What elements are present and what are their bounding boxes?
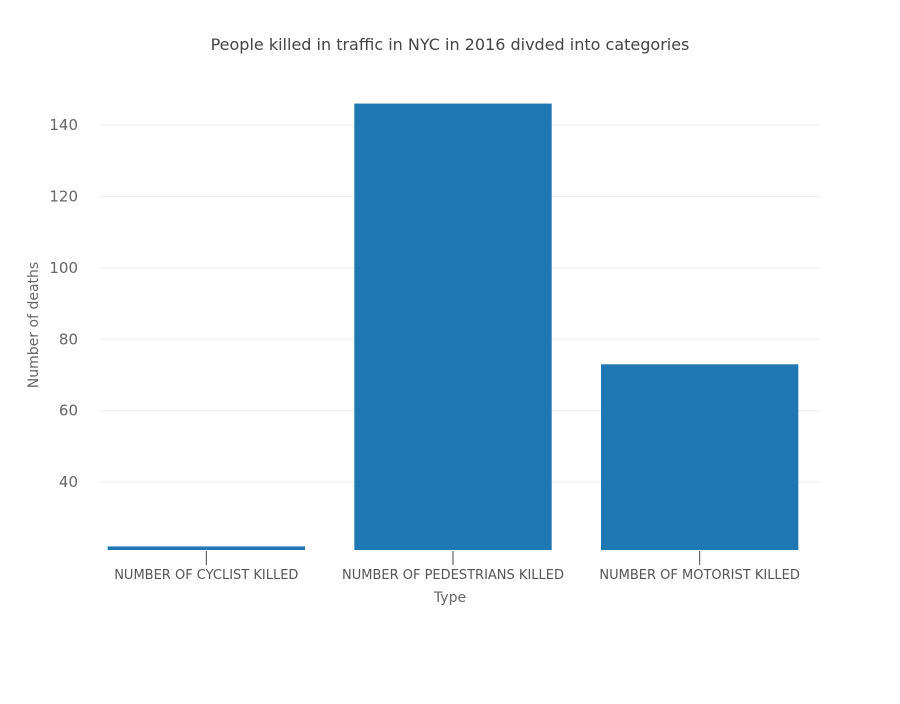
y-tick-label: 60 (59, 402, 78, 420)
bar-1 (107, 546, 306, 550)
y-tick-label: 140 (49, 116, 78, 134)
x-category-label: NUMBER OF PEDESTRIANS KILLED (342, 568, 564, 583)
bar-3 (601, 364, 799, 550)
x-category-label: NUMBER OF CYCLIST KILLED (114, 568, 298, 583)
y-axis-title: Number of deaths (26, 262, 42, 388)
x-axis-ticks: NUMBER OF CYCLIST KILLED NUMBER OF PEDEST… (114, 551, 800, 583)
x-axis-title: Type (433, 590, 466, 606)
y-tick-label: 100 (49, 259, 78, 277)
y-tick-label: 120 (49, 187, 78, 205)
y-tick-label: 80 (59, 330, 78, 348)
bars (107, 103, 799, 551)
chart-title: People killed in traffic in NYC in 2016 … (211, 35, 690, 54)
y-tick-label: 40 (59, 473, 78, 491)
x-category-label: NUMBER OF MOTORIST KILLED (599, 568, 799, 583)
y-axis-ticks: 40 60 80 100 120 140 (49, 116, 78, 491)
bar-2 (354, 103, 552, 551)
